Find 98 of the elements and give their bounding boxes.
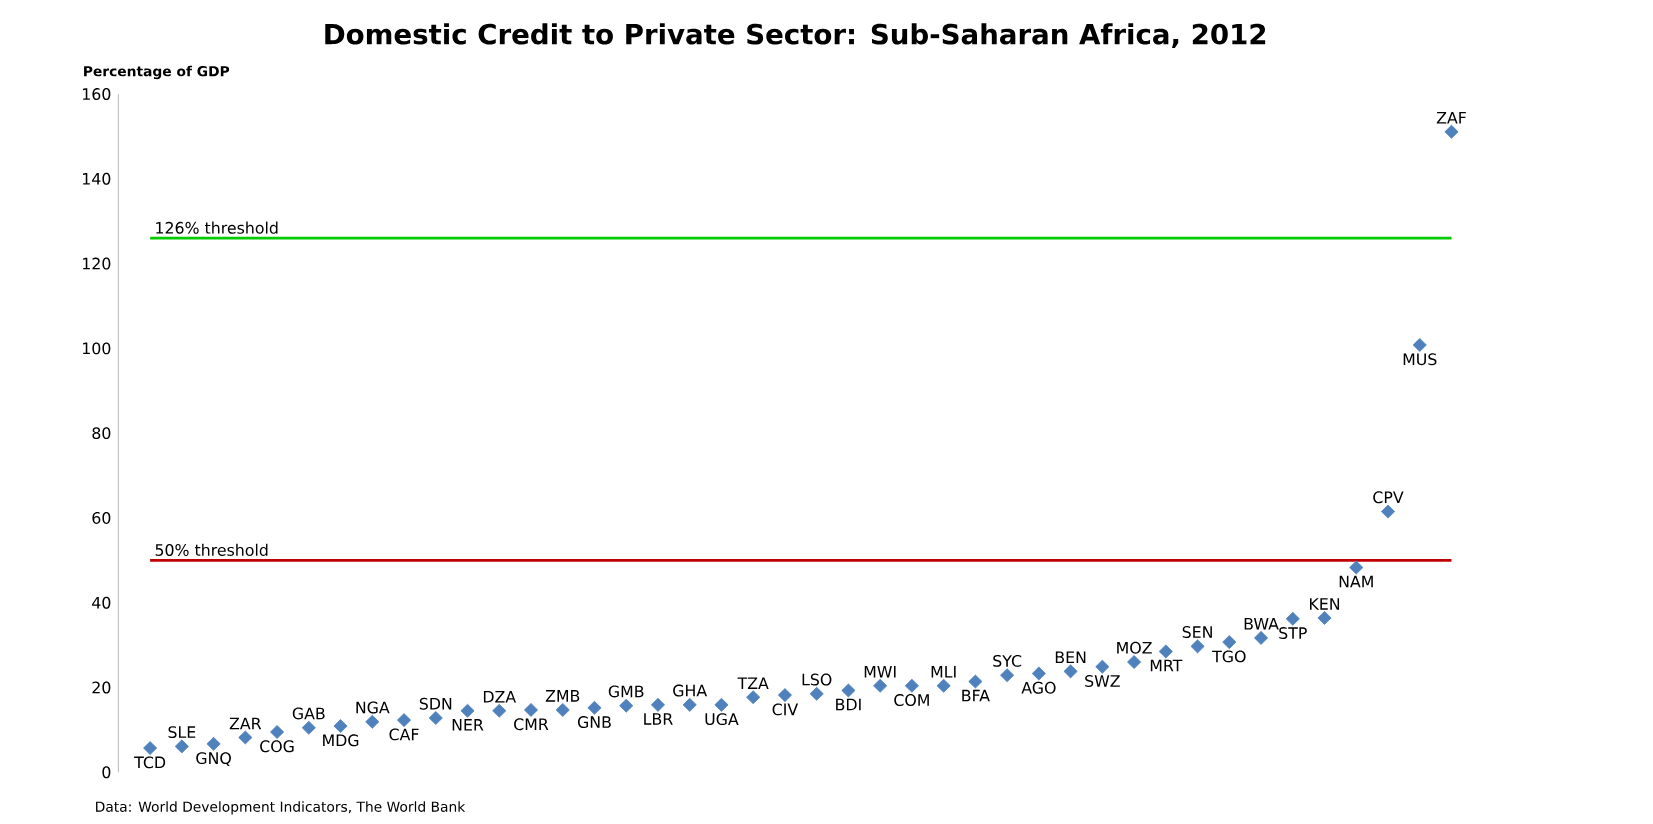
point <box>1349 560 1364 575</box>
x-tick-label: MRT <box>1150 659 1183 672</box>
point <box>1444 124 1459 139</box>
x-tick-label: GMB <box>608 685 644 698</box>
x-tick-label: NAM <box>1339 575 1373 588</box>
point <box>873 678 888 693</box>
x-tick-label: SYC <box>993 655 1022 667</box>
x-tick-label: MWI <box>864 666 896 678</box>
text: Data: World Development Indicators, The World Bank <box>96 801 466 815</box>
x-tick-label: CMR <box>514 718 549 731</box>
x-tick-label: CIV <box>772 703 799 716</box>
x-tick-label: COG <box>260 740 294 753</box>
point <box>968 674 983 689</box>
chart-title: Domestic Credit to Private Sector: Sub-Saharan Africa, 2012 <box>325 23 1266 49</box>
x-tick-label: GNB <box>577 716 611 729</box>
x-tick-label: GNQ <box>196 752 231 767</box>
ref-line-label: 50% threshold <box>155 543 268 557</box>
point <box>206 737 221 751</box>
point <box>143 741 158 756</box>
y-tick-label: 120 <box>83 257 111 270</box>
point <box>397 713 412 728</box>
point <box>1127 655 1142 670</box>
x-tick-label: UGA <box>705 713 739 726</box>
point <box>1381 504 1396 519</box>
point <box>746 690 761 705</box>
x-tick-label: BWA <box>1244 618 1279 630</box>
point <box>523 703 539 717</box>
x-tick-label: ZAR <box>229 717 262 730</box>
point <box>1412 338 1427 353</box>
point <box>1254 631 1269 645</box>
point <box>1158 644 1173 659</box>
x-tick-label: MLI <box>931 666 956 678</box>
point <box>1190 639 1205 654</box>
y-tick-label: 60 <box>92 512 111 525</box>
x-tick-label: ZAF <box>1436 112 1466 124</box>
x-tick-label: LSO <box>802 673 832 686</box>
y-tick-label: 20 <box>92 681 111 694</box>
point <box>238 730 253 745</box>
point <box>936 678 951 693</box>
point <box>619 698 634 713</box>
point <box>174 739 189 754</box>
point <box>270 725 285 740</box>
x-tick-label: CPV <box>1373 491 1404 504</box>
point <box>1031 666 1046 681</box>
point <box>809 687 824 701</box>
x-tick-label: MOZ <box>1117 641 1152 654</box>
point <box>1285 612 1300 626</box>
y-tick-label: 40 <box>92 596 111 609</box>
x-tick-label: CAF <box>389 728 419 741</box>
y-tick-label: 80 <box>92 427 111 440</box>
x-tick-label: ZMB <box>545 690 580 702</box>
x-tick-label: KEN <box>1310 598 1340 610</box>
x-tick-label: DZA <box>483 691 517 703</box>
x-tick-label: LBR <box>644 713 673 725</box>
y-tick-label: 100 <box>83 342 111 355</box>
x-tick-label: NER <box>452 719 484 731</box>
x-tick-label: AGO <box>1021 681 1056 694</box>
x-tick-label: GAB <box>292 707 325 720</box>
ref-line-label: 126% threshold <box>156 221 278 234</box>
x-tick-label: TCD <box>134 756 166 769</box>
point <box>841 683 856 698</box>
x-tick-label: STP <box>1279 627 1307 640</box>
x-tick-label: BDI <box>836 698 861 711</box>
point <box>1095 659 1110 674</box>
point <box>777 688 792 703</box>
x-tick-label: TZA <box>737 677 769 690</box>
point <box>365 715 380 729</box>
point <box>1222 635 1237 650</box>
point <box>714 698 729 712</box>
point <box>555 703 570 717</box>
y-tick-label: 140 <box>83 172 111 185</box>
x-tick-label: BFA <box>962 689 990 702</box>
point <box>682 698 697 712</box>
x-tick-label: SEN <box>1182 626 1212 639</box>
point <box>650 698 665 712</box>
x-tick-label: COM <box>894 694 929 707</box>
x-tick-label: MDG <box>323 734 359 747</box>
point <box>904 678 919 693</box>
x-tick-label: TGO <box>1212 650 1246 663</box>
y-tick-label: 0 <box>102 766 111 779</box>
point <box>1000 668 1015 683</box>
point <box>301 720 316 735</box>
x-tick-label: GHA <box>673 684 708 697</box>
x-tick-label: SLE <box>168 726 196 739</box>
point <box>492 703 507 718</box>
y-tick-label: 160 <box>83 88 111 101</box>
x-tick-label: SWZ <box>1085 675 1120 688</box>
y-axis-title: Percentage of GDP <box>84 65 230 80</box>
point <box>587 701 602 715</box>
x-tick-label: SDN <box>419 697 452 710</box>
point <box>428 711 443 726</box>
point <box>460 703 475 718</box>
point <box>333 719 348 734</box>
x-tick-label: BEN <box>1055 651 1086 664</box>
point <box>1063 664 1078 679</box>
point <box>1317 611 1332 626</box>
x-tick-label: NGA <box>356 701 390 714</box>
x-tick-label: MUS <box>1403 353 1437 366</box>
